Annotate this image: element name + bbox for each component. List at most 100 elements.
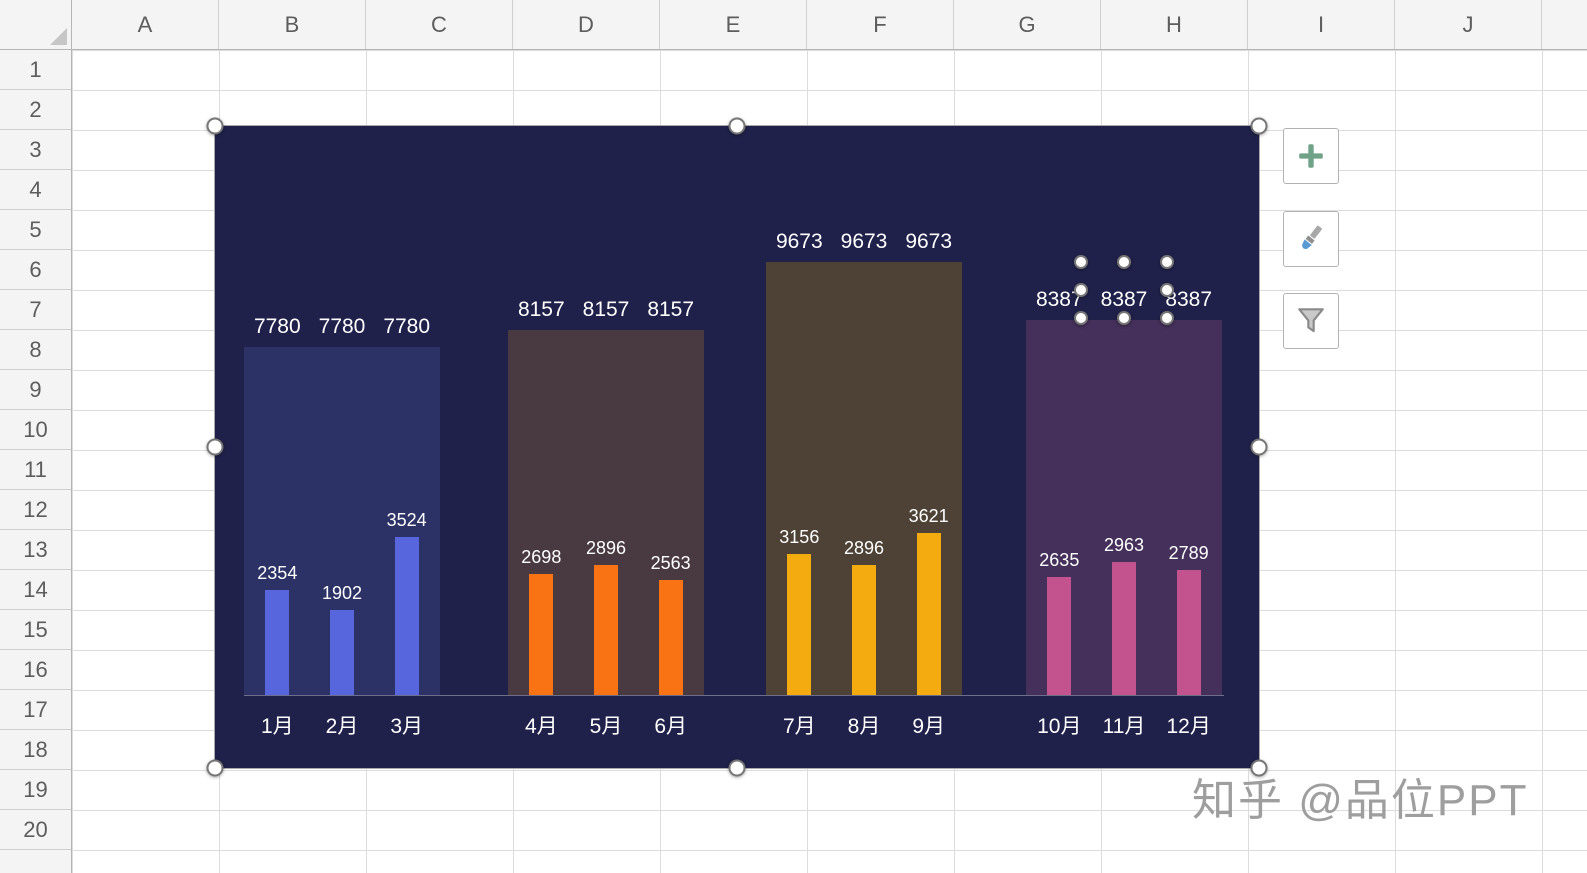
quarter-total-label: 7780 <box>383 315 431 338</box>
chart-plot: 7780 2354 1月 7780 1902 2月 7780 3524 3月 8157 2698 4月… <box>215 126 1259 768</box>
row-headers: 1 2 3 4 5 6 7 8 9 10 11 12 13 14 15 16 17 18 19 20 <box>0 50 72 873</box>
month-bar[interactable] <box>787 554 812 695</box>
quarter-total-label: 7780 <box>253 315 301 338</box>
watermark: 知乎 @品位PPT <box>1192 776 1529 825</box>
column-header-I[interactable]: I <box>1248 0 1395 49</box>
chart-selection-handle[interactable] <box>1250 759 1268 777</box>
row-header-4[interactable]: 4 <box>0 170 71 210</box>
chart-object[interactable]: 7780 2354 1月 7780 1902 2月 7780 3524 3月 8157 2698 4月… <box>206 117 1268 777</box>
row-header-10[interactable]: 10 <box>0 410 71 450</box>
row-header-5[interactable]: 5 <box>0 210 71 250</box>
chart-selection-handle[interactable] <box>206 759 224 777</box>
month-value-label: 2789 <box>1168 543 1209 563</box>
data-label-selection-handle[interactable] <box>1074 311 1088 325</box>
chart-selection-handle[interactable] <box>1250 438 1268 456</box>
month-bar[interactable] <box>330 610 354 695</box>
row-header-17[interactable]: 17 <box>0 690 71 730</box>
month-category-label: 5月 <box>589 715 623 738</box>
quarter-total-label: 8157 <box>582 298 630 321</box>
row-header-11[interactable]: 11 <box>0 450 71 490</box>
month-value-label: 2963 <box>1103 535 1145 555</box>
month-value-label: 3156 <box>779 527 820 547</box>
data-label-selection-handle[interactable] <box>1074 283 1088 297</box>
month-bar[interactable] <box>1112 562 1136 695</box>
quarter-total-label: 9673 <box>775 230 823 253</box>
row-header-8[interactable]: 8 <box>0 330 71 370</box>
chart-selection-handle[interactable] <box>206 117 224 135</box>
month-value-label: 2563 <box>650 553 691 573</box>
month-value-label: 2635 <box>1039 550 1080 570</box>
row-header-14[interactable]: 14 <box>0 570 71 610</box>
column-header-C[interactable]: C <box>366 0 513 49</box>
month-bar[interactable] <box>916 533 941 695</box>
paintbrush-icon <box>1302 225 1322 250</box>
quarter-total-label: 8157 <box>517 298 565 321</box>
row-header-1[interactable]: 1 <box>0 50 71 90</box>
row-header-6[interactable]: 6 <box>0 250 71 290</box>
row-header-3[interactable]: 3 <box>0 130 71 170</box>
column-header-D[interactable]: D <box>513 0 660 49</box>
column-header-A[interactable]: A <box>72 0 219 49</box>
month-bar[interactable] <box>394 537 419 695</box>
chart-selection-handle[interactable] <box>728 759 746 777</box>
column-header-F[interactable]: F <box>807 0 954 49</box>
row-header-15[interactable]: 15 <box>0 610 71 650</box>
chart-selection-handle[interactable] <box>206 438 224 456</box>
chart-selection-handle[interactable] <box>1250 117 1268 135</box>
month-bar[interactable] <box>658 580 683 695</box>
month-value-label: 3524 <box>386 510 427 530</box>
row-header-2[interactable]: 2 <box>0 90 71 130</box>
month-category-label: 7月 <box>782 715 816 738</box>
row-header-20[interactable]: 20 <box>0 810 71 850</box>
quarter-total-label: 8387 <box>1100 288 1148 311</box>
column-header-H[interactable]: H <box>1101 0 1248 49</box>
month-bar[interactable] <box>852 565 876 695</box>
month-value-label: 2896 <box>585 538 627 558</box>
month-bar[interactable] <box>265 590 290 695</box>
month-category-label: 10月 <box>1037 715 1082 738</box>
month-value-label: 2698 <box>521 547 562 567</box>
month-category-label: 3月 <box>390 715 424 738</box>
row-header-7[interactable]: 7 <box>0 290 71 330</box>
month-category-label: 11月 <box>1102 715 1146 738</box>
x-axis-line <box>244 695 1224 696</box>
row-header-9[interactable]: 9 <box>0 370 71 410</box>
data-label-selection-handle[interactable] <box>1160 283 1174 297</box>
month-category-label: 4月 <box>524 715 558 738</box>
month-value-label: 3621 <box>908 506 949 526</box>
month-category-label: 1月 <box>260 715 294 738</box>
column-header-E[interactable]: E <box>660 0 807 49</box>
data-label-selection-handle[interactable] <box>1117 255 1131 269</box>
quarter-total-label: 8157 <box>647 298 695 321</box>
month-bar[interactable] <box>529 574 554 695</box>
select-all-corner[interactable] <box>0 0 72 50</box>
chart-selection-handle[interactable] <box>728 117 746 135</box>
month-category-label: 2月 <box>325 715 359 738</box>
row-header-18[interactable]: 18 <box>0 730 71 770</box>
column-header-G[interactable]: G <box>954 0 1101 49</box>
chart-filters-button[interactable] <box>1283 293 1339 349</box>
month-category-label: 12月 <box>1166 715 1211 738</box>
month-bar[interactable] <box>1176 570 1201 695</box>
row-header-19[interactable]: 19 <box>0 770 71 810</box>
chart-elements-button[interactable] <box>1283 128 1339 184</box>
month-value-label: 1902 <box>321 583 363 603</box>
chart-styles-button[interactable] <box>1283 211 1339 267</box>
row-header-12[interactable]: 12 <box>0 490 71 530</box>
month-value-label: 2896 <box>843 538 885 558</box>
select-all-triangle-icon <box>50 28 67 45</box>
quarter-total-label: 7780 <box>318 315 366 338</box>
row-header-16[interactable]: 16 <box>0 650 71 690</box>
month-bar[interactable] <box>1047 577 1072 695</box>
month-bar[interactable] <box>594 565 618 695</box>
month-category-label: 9月 <box>912 715 946 738</box>
quarter-total-label: 8387 <box>1035 288 1083 311</box>
data-label-selection-handle[interactable] <box>1160 255 1174 269</box>
row-header-13[interactable]: 13 <box>0 530 71 570</box>
data-label-selection-handle[interactable] <box>1160 311 1174 325</box>
data-label-selection-handle[interactable] <box>1074 255 1088 269</box>
column-header-J[interactable]: J <box>1395 0 1542 49</box>
data-label-selection-handle[interactable] <box>1117 311 1131 325</box>
column-header-B[interactable]: B <box>219 0 366 49</box>
